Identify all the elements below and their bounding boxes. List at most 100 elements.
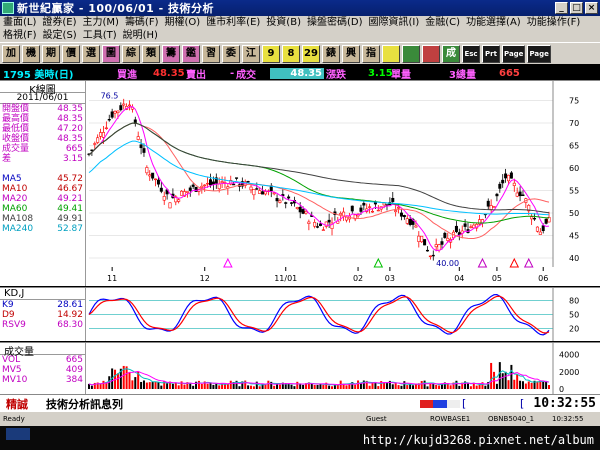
legend-ma20: MA20 49.21 bbox=[2, 194, 83, 204]
volume-bar bbox=[409, 384, 412, 389]
candle-body bbox=[504, 173, 508, 179]
legend-k9: K9 28.61 bbox=[2, 300, 83, 310]
close-button[interactable]: × bbox=[585, 2, 598, 14]
menu-item-chips[interactable]: 籌碼(F) bbox=[124, 17, 159, 28]
toolbar-button-esc[interactable]: Esc bbox=[462, 44, 480, 63]
volume-panel: 成交量 VOL 665 MV5 409 MV10 384 4000 2000 0 bbox=[0, 342, 600, 394]
menu-item-settings[interactable]: 設定(S) bbox=[42, 30, 77, 41]
candle-body bbox=[344, 216, 348, 221]
candle-body bbox=[258, 190, 262, 194]
toolbar-button-deal[interactable]: 成 bbox=[442, 44, 460, 63]
toolbar-button-index[interactable]: 指 bbox=[362, 44, 380, 63]
menu-item-view[interactable]: 格視(F) bbox=[3, 30, 37, 41]
menu-item-screen[interactable]: 畫面(L) bbox=[3, 17, 37, 28]
toolbar-button-page-up[interactable]: Page bbox=[502, 44, 526, 63]
volume-bar bbox=[423, 380, 426, 389]
candle-body bbox=[399, 212, 403, 217]
toolbar-button-29[interactable]: 29 bbox=[302, 44, 320, 63]
candle-body bbox=[284, 202, 288, 204]
candle-body bbox=[107, 118, 111, 121]
toolbar-button-review[interactable]: 鑑 bbox=[182, 44, 200, 63]
candle-body bbox=[142, 148, 146, 153]
candle-body bbox=[110, 111, 114, 118]
volume-bar bbox=[435, 384, 438, 389]
legend-ma60: MA60 49.41 bbox=[2, 204, 83, 214]
menu-item-finance[interactable]: 金融(C) bbox=[425, 17, 461, 28]
candle-body bbox=[353, 214, 357, 220]
stock-code[interactable]: 1795 美時(日) bbox=[3, 69, 74, 81]
volume-bar bbox=[212, 384, 215, 389]
volume-bar bbox=[307, 382, 310, 389]
toolbar: 加 機 期 價 選 圖 綜 類 籌 鑑 習 委 江 9 8 29 錶 興 指 成… bbox=[0, 42, 600, 64]
toolbar-button-interest[interactable]: 興 bbox=[342, 44, 360, 63]
toolbar-button-practice[interactable]: 習 bbox=[202, 44, 220, 63]
candle-body bbox=[162, 196, 166, 201]
toolbar-icon-1[interactable] bbox=[382, 44, 400, 63]
menu-item-fx-rates[interactable]: 匯市利率(E) bbox=[206, 17, 261, 28]
volume-bar bbox=[290, 384, 293, 389]
menu-item-trading-code[interactable]: 操盤密碼(D) bbox=[306, 17, 363, 28]
toolbar-icon-2[interactable] bbox=[402, 44, 420, 63]
menu-item-function-select[interactable]: 功能選擇(A) bbox=[466, 17, 521, 28]
volume-bar bbox=[388, 380, 391, 389]
toolbar-button-commission[interactable]: 委 bbox=[222, 44, 240, 63]
menu-item-investment[interactable]: 投資(B) bbox=[266, 17, 301, 28]
menu-item-help[interactable]: 說明(H) bbox=[122, 30, 158, 41]
menu-item-intl-info[interactable]: 國際資訊(I) bbox=[368, 17, 420, 28]
candle-body bbox=[313, 222, 317, 227]
status-user: Guest bbox=[366, 415, 387, 423]
candle-body bbox=[385, 204, 389, 206]
volume-bar bbox=[255, 381, 258, 389]
toolbar-button-futures[interactable]: 期 bbox=[42, 44, 60, 63]
volume-bar bbox=[171, 383, 174, 389]
toolbar-button-8[interactable]: 8 bbox=[282, 44, 300, 63]
candle-body bbox=[203, 184, 207, 187]
y-tick-label: 50 bbox=[569, 209, 579, 218]
toolbar-button-add[interactable]: 加 bbox=[2, 44, 20, 63]
minimize-button[interactable]: _ bbox=[555, 2, 568, 14]
candle-body bbox=[478, 219, 482, 225]
candle-body bbox=[530, 216, 534, 220]
candle-body bbox=[506, 174, 510, 182]
volume-bar bbox=[169, 381, 172, 389]
toolbar-button-river[interactable]: 江 bbox=[242, 44, 260, 63]
toolbar-button-summary[interactable]: 綜 bbox=[122, 44, 140, 63]
menu-item-options[interactable]: 期權(O) bbox=[164, 17, 201, 28]
menu-item-tools[interactable]: 工具(T) bbox=[82, 30, 117, 41]
kd-chart[interactable]: 80 50 20 bbox=[87, 288, 600, 341]
mv10-line bbox=[88, 370, 550, 386]
toolbar-icon-3[interactable] bbox=[422, 44, 440, 63]
candle-body bbox=[235, 177, 239, 179]
bracket-left: [ bbox=[462, 397, 467, 410]
volume-bar bbox=[481, 382, 484, 389]
candle-body bbox=[240, 181, 244, 187]
toolbar-button-category[interactable]: 類 bbox=[142, 44, 160, 63]
volume-bar bbox=[148, 382, 151, 389]
menu-item-securities[interactable]: 證券(E) bbox=[42, 17, 77, 28]
toolbar-button-9[interactable]: 9 bbox=[262, 44, 280, 63]
toolbar-button-chips[interactable]: 籌 bbox=[162, 44, 180, 63]
toolbar-button-print[interactable]: Prt bbox=[482, 44, 500, 63]
volume-bar bbox=[313, 385, 316, 389]
maximize-button[interactable]: □ bbox=[570, 2, 583, 14]
chart-background bbox=[87, 81, 600, 286]
toolbar-button-watch[interactable]: 錶 bbox=[322, 44, 340, 63]
toolbar-button-page-down[interactable]: Page bbox=[527, 44, 551, 63]
candle-body bbox=[168, 202, 172, 209]
toolbar-button-select[interactable]: 選 bbox=[82, 44, 100, 63]
menu-item-function-op[interactable]: 功能操作(F) bbox=[526, 17, 581, 28]
candle-body bbox=[278, 200, 282, 203]
kline-chart[interactable]: 75 70 65 60 55 50 45 40 76.5 40.00 11 12 11/01 02 03 04… bbox=[87, 81, 600, 286]
toolbar-button-machine[interactable]: 機 bbox=[22, 44, 40, 63]
menu-item-main-force[interactable]: 主力(M) bbox=[82, 17, 119, 28]
volume-bar bbox=[241, 381, 244, 389]
volume-bar bbox=[203, 381, 206, 389]
legend-open: 開盤價 48.35 bbox=[2, 104, 83, 114]
last-label: 成交 bbox=[236, 69, 256, 81]
volume-chart[interactable]: 4000 2000 0 bbox=[87, 343, 600, 394]
volume-bar bbox=[90, 385, 93, 389]
toolbar-button-chart[interactable]: 圖 bbox=[102, 44, 120, 63]
volume-bar bbox=[530, 382, 533, 389]
volume-bar bbox=[264, 384, 267, 389]
toolbar-button-price[interactable]: 價 bbox=[62, 44, 80, 63]
